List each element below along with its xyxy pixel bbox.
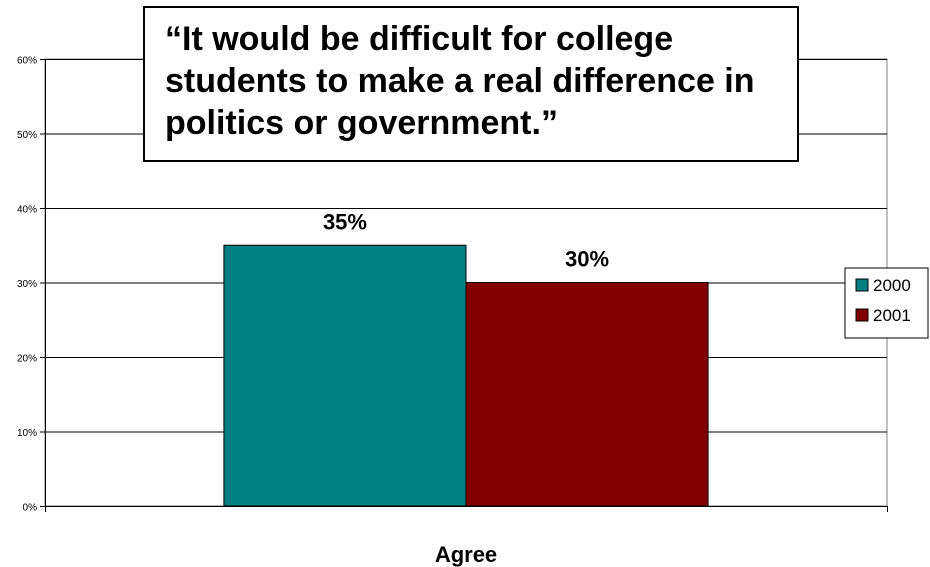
y-tick-label: 30% <box>17 279 37 290</box>
y-axis-ticks: 0% 10% 20% 30% 40% 50% 60% <box>17 56 888 514</box>
y-tick-label: 20% <box>17 354 37 365</box>
data-labels: 35% 30% <box>323 209 609 271</box>
legend-label-2001: 2001 <box>873 306 911 325</box>
legend-swatch-2000 <box>855 278 869 292</box>
legend-label-2000: 2000 <box>873 276 911 295</box>
bar-2001 <box>465 282 709 507</box>
y-tick-label: 0% <box>23 503 38 514</box>
bar-2000 <box>223 244 467 507</box>
chart-title: “It would be difficult for college stude… <box>165 20 755 142</box>
y-tick-label: 10% <box>17 428 37 439</box>
legend-swatch-2001 <box>855 308 869 322</box>
data-label-2000: 35% <box>323 209 367 234</box>
y-tick-label: 40% <box>17 205 37 216</box>
bars <box>223 244 709 507</box>
y-tick-label: 60% <box>17 56 37 67</box>
chart-title-box: “It would be difficult for college stude… <box>143 6 799 162</box>
x-category-label: Agree <box>435 542 497 567</box>
data-label-2001: 30% <box>565 247 609 272</box>
legend: 2000 2001 <box>844 267 929 339</box>
y-tick-label: 50% <box>17 130 37 141</box>
category-labels: Agree <box>435 542 497 567</box>
